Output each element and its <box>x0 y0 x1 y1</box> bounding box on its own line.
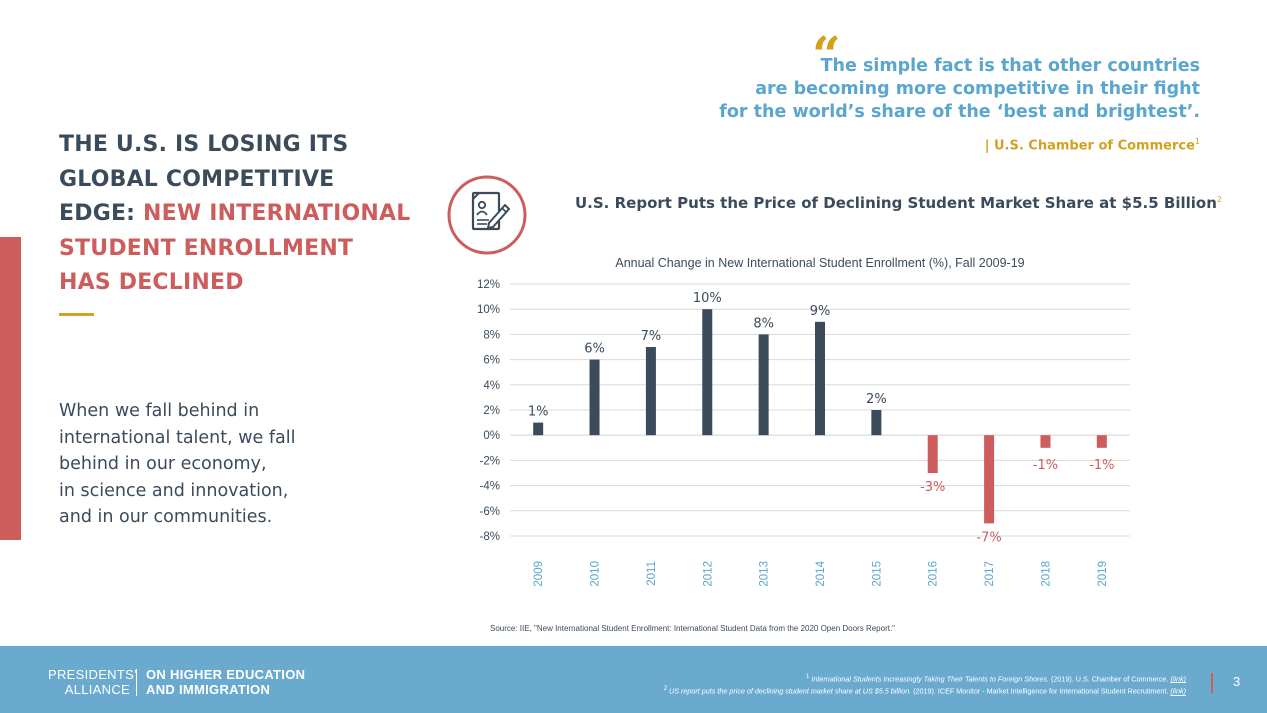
y-tick-label: -8% <box>480 531 500 543</box>
data-label: 1% <box>528 405 549 420</box>
y-tick-label: 4% <box>483 380 500 392</box>
bar <box>1040 435 1051 448</box>
headline-lead: EDGE: <box>59 201 144 226</box>
headline-highlight: STUDENT ENROLLMENT <box>59 235 354 261</box>
page-headline: THE U.S. IS LOSING ITS GLOBAL COMPETITIV… <box>59 128 419 301</box>
data-label: -1% <box>1089 458 1114 473</box>
data-label: -3% <box>920 480 945 495</box>
report-document-pen-icon <box>447 175 527 255</box>
bar <box>533 422 544 436</box>
quote-line: for the world’s share of the ‘best and b… <box>719 102 1200 122</box>
footnote-number: 1 <box>806 674 810 680</box>
logo-left: PRESIDENTS’ ALLIANCE <box>48 667 138 697</box>
data-label: -7% <box>976 530 1001 545</box>
headline-line: THE U.S. IS LOSING ITS <box>59 132 349 157</box>
bar <box>984 435 995 524</box>
attribution-ref: 1 <box>1194 137 1200 146</box>
body-line: in science and innovation, <box>59 480 289 501</box>
attribution-text: | U.S. Chamber of Commerce <box>984 138 1195 154</box>
logo-text: AND IMMIGRATION <box>146 682 271 697</box>
data-label: -1% <box>1033 458 1058 473</box>
data-label: 8% <box>753 316 774 331</box>
y-tick-label: 8% <box>483 329 500 341</box>
pull-quote: The simple fact is that other countries … <box>719 55 1200 124</box>
quote-line: are becoming more competitive in their f… <box>755 79 1200 99</box>
bar <box>758 334 769 436</box>
bar <box>589 359 600 436</box>
body-paragraph: When we fall behind in international tal… <box>59 398 379 531</box>
x-tick-label: 2017 <box>984 561 996 587</box>
bar <box>1096 435 1107 448</box>
bar <box>815 321 825 436</box>
data-label: 6% <box>584 342 605 357</box>
headline-line: GLOBAL COMPETITIVE <box>59 166 335 192</box>
logo-text: ALLIANCE <box>64 682 130 697</box>
footnote-link[interactable]: (link) <box>1170 674 1186 684</box>
y-tick-label: 0% <box>483 430 500 442</box>
enrollment-bar-chart: Annual Change in New International Stude… <box>477 256 1130 587</box>
x-tick-label: 2010 <box>590 561 602 587</box>
y-tick-label: 2% <box>483 405 500 417</box>
footnote-title: International Students Increasingly Taki… <box>811 674 1049 684</box>
logo-divider <box>136 669 137 696</box>
x-tick-label: 2009 <box>533 561 545 587</box>
footnote-1: 1 International Students Increasingly Ta… <box>664 672 1186 684</box>
page-number-divider <box>1211 673 1213 693</box>
y-tick-label: -4% <box>480 481 500 493</box>
body-line: and in our communities. <box>59 507 273 527</box>
x-tick-label: 2015 <box>871 561 883 587</box>
bar <box>871 410 882 436</box>
quote-line: The simple fact is that other countries <box>820 56 1200 76</box>
footnote-number: 2 <box>663 686 668 693</box>
left-accent-bar <box>0 237 21 540</box>
x-tick-label: 2014 <box>815 560 827 586</box>
data-label: 9% <box>810 304 831 319</box>
footnote-title: US report puts the price of declining st… <box>669 686 912 696</box>
y-tick-label: -2% <box>480 455 500 467</box>
quote-mark-icon: “ <box>812 25 841 84</box>
footnote-2: 2 US report puts the price of declining … <box>664 684 1186 696</box>
y-tick-label: -6% <box>480 506 500 518</box>
chart-title: Annual Change in New International Stude… <box>615 256 1024 270</box>
x-tick-label: 2012 <box>702 561 714 587</box>
x-tick-label: 2013 <box>759 561 771 587</box>
report-title: U.S. Report Puts the Price of Declining … <box>575 194 1222 212</box>
x-tick-label: 2016 <box>928 561 940 587</box>
body-line: international talent, we fall <box>59 427 296 448</box>
bar <box>702 309 713 436</box>
footnote-link[interactable]: (link) <box>1170 686 1186 696</box>
headline-line: EDGE: NEW INTERNATIONAL <box>59 197 419 232</box>
chart-source: Source: IIE, "New International Student … <box>490 624 896 633</box>
data-label: 7% <box>641 329 662 344</box>
page-number: 3 <box>1233 674 1241 689</box>
logo-right: ON HIGHER EDUCATION AND IMMIGRATION <box>146 667 305 697</box>
body-line: When we fall behind in <box>59 401 260 421</box>
footnote-text: (2019). ICEF Monitor - Market Intelligen… <box>911 686 1171 696</box>
logo-text: PRESIDENTS’ <box>48 667 138 682</box>
report-title-text: U.S. Report Puts the Price of Declining … <box>575 194 1217 212</box>
headline-highlight: HAS DECLINED <box>59 270 244 295</box>
bar <box>645 347 656 436</box>
body-line: behind in our economy, <box>59 454 267 474</box>
footnotes: 1 International Students Increasingly Ta… <box>664 672 1186 697</box>
report-title-ref: 2 <box>1216 195 1222 204</box>
x-tick-label: 2019 <box>1097 561 1109 587</box>
data-label: 10% <box>693 291 722 306</box>
logo-text: ON HIGHER EDUCATION <box>146 667 306 682</box>
headline-underline <box>59 313 94 316</box>
x-tick-label: 2011 <box>646 561 658 586</box>
y-tick-label: 6% <box>483 355 500 367</box>
y-tick-label: 10% <box>477 304 500 316</box>
quote-attribution: | U.S. Chamber of Commerce1 <box>985 137 1200 153</box>
bar <box>927 435 938 473</box>
x-tick-label: 2018 <box>1040 561 1052 587</box>
y-tick-label: 12% <box>477 279 500 291</box>
footer-band <box>0 646 1267 713</box>
headline-highlight: NEW INTERNATIONAL <box>143 201 411 226</box>
footnote-text: (2019). U.S. Chamber of Commerce. <box>1048 674 1171 684</box>
data-label: 2% <box>866 392 887 407</box>
